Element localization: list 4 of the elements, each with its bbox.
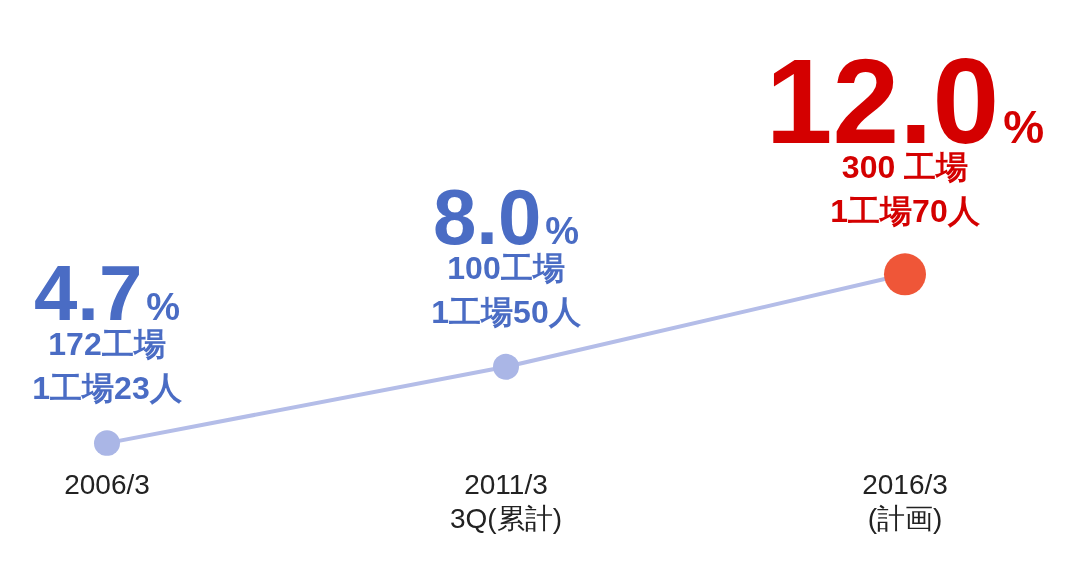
- x-tick-label: 2011/3 3Q(累計): [450, 469, 562, 534]
- x-tick-label: 2016/3 (計画): [862, 469, 948, 534]
- annotation: 300 工場 1工場70人: [830, 149, 981, 230]
- x-tick-label: 2006/3: [64, 469, 150, 501]
